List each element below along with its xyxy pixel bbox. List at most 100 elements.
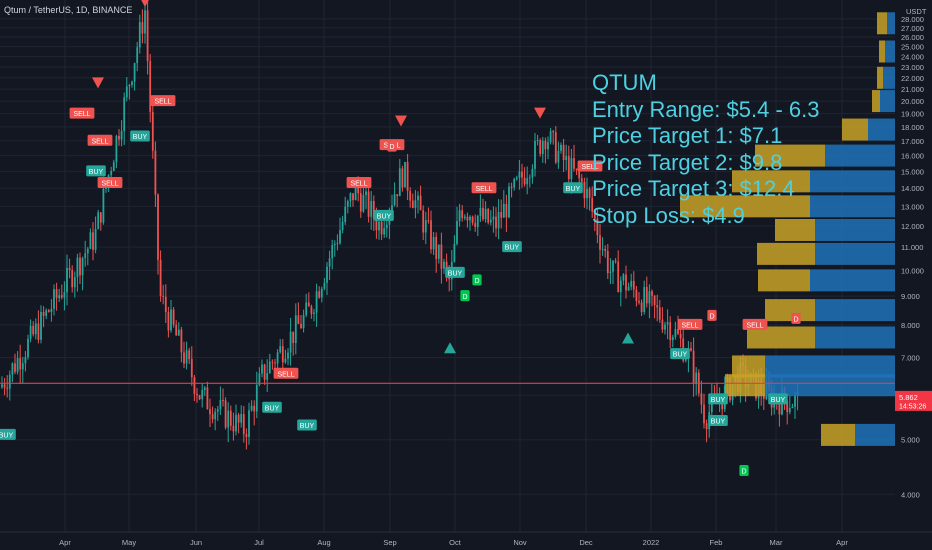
- candle-body: [705, 423, 708, 430]
- candle-body: [274, 362, 276, 364]
- candle-body: [627, 286, 630, 291]
- candle-body: [47, 310, 50, 312]
- candle-body: [8, 374, 11, 389]
- candle-body: [237, 414, 240, 423]
- candle-body: [175, 324, 178, 336]
- candle-body: [310, 306, 313, 314]
- sell-arrow-icon: [141, 0, 149, 8]
- candle-body: [487, 208, 490, 223]
- annotation-line: Price Target 1: $7.1: [592, 123, 783, 148]
- candle-body: [762, 394, 765, 399]
- candle-body: [539, 140, 542, 155]
- volume-profile-down: [810, 269, 895, 292]
- candle-body: [268, 361, 271, 374]
- candle-body: [11, 363, 14, 375]
- annotation-line: Stop Loss: $4.9: [592, 202, 745, 228]
- signal-label: D: [709, 314, 714, 321]
- candle-body: [232, 425, 235, 432]
- candle-body: [224, 400, 227, 428]
- time-axis-bg: [0, 532, 932, 550]
- candle-body: [336, 243, 339, 245]
- volume-profile-up: [765, 299, 815, 322]
- candle-body: [661, 319, 664, 330]
- time-axis-tick: May: [122, 538, 136, 547]
- candle-body: [474, 223, 477, 227]
- time-axis-tick: 2022: [643, 538, 660, 547]
- candle-body: [216, 409, 219, 412]
- candle-body: [313, 312, 315, 314]
- candle-body: [339, 230, 341, 244]
- candle-body: [721, 400, 724, 410]
- candle-body: [138, 22, 141, 48]
- candle-body: [406, 162, 409, 191]
- candle-body: [484, 208, 487, 220]
- candle-body: [567, 156, 570, 180]
- candle-body: [440, 244, 443, 269]
- candle-body: [536, 140, 539, 142]
- candle-body: [263, 364, 266, 380]
- signal-label-box: [130, 130, 150, 142]
- candle-body: [466, 216, 469, 221]
- volume-profile-up: [725, 374, 765, 397]
- volume-profile-down: [810, 195, 895, 218]
- annotation-line: Entry Range: $5.4 - 6.3: [592, 96, 820, 122]
- signal-label: BUY: [711, 419, 726, 426]
- candle-body: [573, 158, 575, 169]
- volume-profile-up: [732, 355, 765, 378]
- volume-profile-up: [842, 118, 868, 141]
- price-axis-tick: 24.000: [901, 53, 924, 62]
- signal-label: SELL: [73, 111, 90, 118]
- candle-body: [266, 373, 269, 380]
- candle-body: [479, 207, 482, 216]
- candle-body: [276, 352, 279, 364]
- candle-body: [409, 190, 412, 201]
- time-axis: Apr May Jun Jul Aug Sep Oct Nov Dec 2022 Feb Mar Apr: [0, 531, 932, 550]
- signal-label: BUY: [300, 423, 315, 430]
- candle-body: [284, 358, 287, 363]
- candle-body: [391, 205, 393, 212]
- candle-body: [471, 216, 474, 224]
- signal-label: D: [462, 294, 467, 301]
- candle-body: [68, 267, 71, 270]
- price-axis: 4.0005.0006.0007.0008.0009.00010.00011.0…: [895, 0, 932, 550]
- signal-label: BUY: [673, 352, 688, 359]
- candle-body: [63, 292, 66, 298]
- candle-body: [414, 200, 417, 208]
- candle-body: [492, 216, 495, 220]
- candle-body: [346, 201, 349, 207]
- candle-body: [692, 350, 695, 384]
- volume-profile: [680, 12, 895, 446]
- candle-body: [596, 218, 599, 236]
- candle-body: [149, 61, 152, 112]
- candle-body: [591, 197, 594, 212]
- candle-body: [666, 322, 669, 325]
- candle-body: [235, 414, 237, 432]
- candle-body: [411, 200, 414, 208]
- time-axis-tick: Apr: [59, 538, 71, 547]
- candle-body: [32, 325, 35, 335]
- signal-label: D: [389, 144, 394, 151]
- candle-body: [778, 403, 781, 415]
- candle-body: [502, 203, 505, 218]
- price-axis-tick: 15.000: [901, 167, 924, 176]
- candle-body: [622, 274, 625, 281]
- candle-body: [560, 144, 562, 151]
- candle-body: [170, 309, 172, 331]
- candle-body: [60, 295, 63, 298]
- signal-label-box: [87, 134, 113, 146]
- volume-profile-down: [880, 90, 895, 113]
- candle-body: [648, 291, 651, 304]
- candle-body: [362, 195, 365, 212]
- candle-body: [599, 235, 601, 250]
- candle-body: [645, 287, 648, 304]
- sell-arrow-icon: [92, 77, 104, 89]
- candle-body: [385, 224, 388, 229]
- candle-body: [24, 357, 27, 364]
- signal-label-box: [262, 401, 282, 413]
- candle-body: [14, 363, 16, 372]
- signal-label: SELL: [746, 323, 763, 330]
- price-axis-tick: 11.000: [901, 243, 923, 252]
- bar-countdown: 14:53:26: [899, 403, 926, 410]
